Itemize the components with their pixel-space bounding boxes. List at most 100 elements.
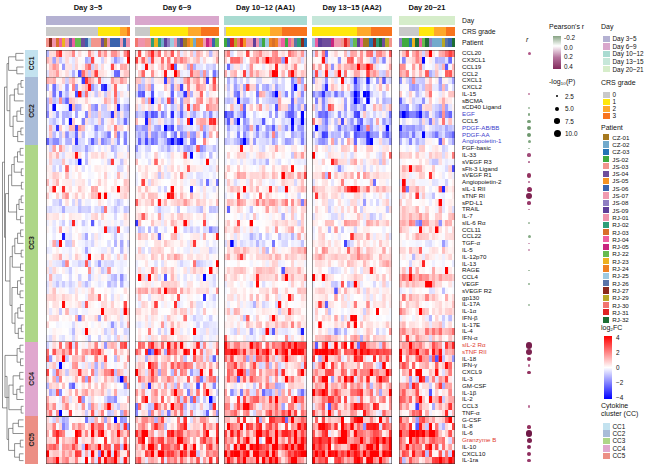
legend-patient-label: JS-09 bbox=[612, 207, 628, 214]
legend-patient-swatch bbox=[603, 236, 609, 242]
legend-patient-swatch bbox=[603, 192, 609, 198]
correlation-dot bbox=[527, 357, 531, 361]
correlation-dot bbox=[527, 201, 531, 205]
legend-day-swatch bbox=[603, 36, 610, 43]
legend-patient-swatch bbox=[603, 280, 609, 286]
legend-log2fc-tick: 0 bbox=[616, 364, 620, 371]
legend-patient-swatch bbox=[603, 251, 609, 257]
day-annotation-bar bbox=[399, 16, 455, 26]
legend-patient-swatch bbox=[603, 156, 609, 162]
heatmap-block-4 bbox=[312, 50, 392, 464]
patient-annotation-bar bbox=[46, 38, 130, 47]
legend-patient-swatch bbox=[603, 309, 609, 315]
legend-crs-swatch bbox=[603, 113, 610, 120]
crs-grade-segment-1 bbox=[226, 27, 270, 36]
crs-grade-segment-0 bbox=[46, 27, 98, 36]
crs-grade-segment-3 bbox=[201, 27, 219, 36]
legend-patient-swatch bbox=[603, 287, 609, 293]
cytokine-row-label: IL-1ra bbox=[462, 457, 478, 463]
correlation-dot bbox=[527, 133, 531, 137]
legend-logp-dot bbox=[554, 130, 561, 137]
legend-patient-swatch bbox=[603, 258, 609, 264]
legend-patient-swatch bbox=[603, 149, 609, 155]
legend-cc-swatch bbox=[603, 453, 610, 460]
correlation-dot bbox=[527, 371, 531, 375]
correlation-dot bbox=[528, 249, 530, 251]
patient-segment bbox=[304, 38, 307, 47]
cluster-label-CC4: CC4 bbox=[25, 342, 38, 417]
legend-crs-swatch bbox=[603, 92, 610, 99]
correlation-dot bbox=[527, 120, 530, 123]
legend-patient-swatch bbox=[603, 185, 609, 191]
legend-patient-label: JS-08 bbox=[612, 199, 628, 206]
patient-segment bbox=[126, 38, 129, 47]
legend-patient-swatch bbox=[603, 134, 609, 140]
cytokine-cluster-bar-CC3: CC3 bbox=[25, 145, 38, 342]
legend-patient-swatch bbox=[603, 207, 609, 213]
legend-logp-dot bbox=[555, 107, 559, 111]
legend-day-label: Day 10~12 bbox=[613, 50, 644, 57]
correlation-dot bbox=[527, 425, 531, 429]
legend-log2fc-tick: 2 bbox=[616, 349, 620, 356]
correlation-dot bbox=[528, 235, 531, 238]
crs-grade-segment-0 bbox=[399, 27, 419, 36]
correlation-dot bbox=[528, 140, 531, 143]
patient-segment bbox=[452, 38, 455, 47]
legend-crs-label: 1 bbox=[613, 98, 617, 105]
legend-cc-swatch bbox=[603, 438, 610, 445]
legend-patient-label: RJ-04 bbox=[612, 236, 629, 243]
legend-patient-swatch bbox=[603, 171, 609, 177]
legend-day-swatch bbox=[603, 43, 610, 50]
legend-log2fc-title: log₂FC bbox=[601, 324, 622, 331]
legend-patient-label: CZ-01 bbox=[612, 134, 629, 141]
cytokine-cluster-bar-CC5: CC5 bbox=[25, 416, 38, 464]
legend-day-swatch bbox=[603, 66, 610, 73]
legend-day-swatch bbox=[603, 58, 610, 65]
crs-grade-segment-3 bbox=[282, 27, 307, 36]
crs-grade-segment-2 bbox=[188, 27, 201, 36]
legend-patient-label: RJ-22 bbox=[612, 250, 629, 257]
crs-grade-segment-2 bbox=[434, 27, 446, 36]
legend-logp-label: 10.0 bbox=[565, 130, 577, 137]
legend-day-label: Day 13~15 bbox=[613, 58, 644, 65]
correlation-dot bbox=[528, 148, 530, 150]
day-annotation-bar bbox=[224, 16, 307, 26]
annotation-row-label: Patient bbox=[462, 39, 483, 46]
legend-patient-label: RJ-03 bbox=[612, 229, 629, 236]
correlation-dot bbox=[528, 107, 530, 109]
legend-crs-swatch bbox=[603, 99, 610, 106]
legend-logp-label: 5.0 bbox=[565, 105, 574, 112]
cytokine-heatmap-figure: CC1CC2CC3CC4CC5Day 3~5Day 6~9Day 10~12 (… bbox=[0, 0, 653, 469]
correlation-dot bbox=[528, 304, 530, 306]
annotation-row-label: Day bbox=[462, 17, 474, 24]
correlation-dot bbox=[526, 349, 532, 355]
legend-day-title: Day bbox=[601, 23, 613, 30]
cluster-label-CC5: CC5 bbox=[25, 416, 38, 464]
legend-cc-label: CC5 bbox=[613, 452, 626, 459]
legend-patient-label: JS-04 bbox=[612, 170, 628, 177]
crs-grade-segment-0 bbox=[135, 27, 150, 36]
legend-patient-label: RJ-24 bbox=[612, 265, 629, 272]
legend-patient-label: JS-03 bbox=[612, 163, 628, 170]
column-group-header: Day 20~21 bbox=[389, 3, 465, 12]
legend-patient-swatch bbox=[603, 200, 609, 206]
crs-grade-segment-3 bbox=[446, 27, 455, 36]
cytokine-cluster-bar-CC2: CC2 bbox=[25, 77, 38, 145]
legend-log2fc-tick: 4 bbox=[616, 334, 620, 341]
legend-patient-swatch bbox=[603, 317, 609, 323]
crs-grade-segment-1 bbox=[419, 27, 434, 36]
legend-pearson-title: Pearson's r bbox=[549, 23, 584, 30]
legend-cc-swatch bbox=[603, 445, 610, 452]
correlation-dot bbox=[527, 452, 531, 456]
legend-cc-swatch bbox=[603, 430, 610, 437]
legend-day-label: Day 6~9 bbox=[613, 43, 637, 50]
patient-segment bbox=[389, 38, 392, 47]
cytokine-cluster-bar-CC4: CC4 bbox=[25, 342, 38, 417]
crs-grade-segment-2 bbox=[120, 27, 127, 36]
legend-patient-title: Patient bbox=[601, 124, 623, 131]
legend-crs-label: 2 bbox=[613, 105, 617, 112]
legend-cc-label: CC1 bbox=[613, 423, 626, 430]
heatmap-block-1 bbox=[46, 50, 130, 464]
crs-annotation-bar bbox=[399, 27, 455, 36]
correlation-dot bbox=[528, 243, 530, 245]
